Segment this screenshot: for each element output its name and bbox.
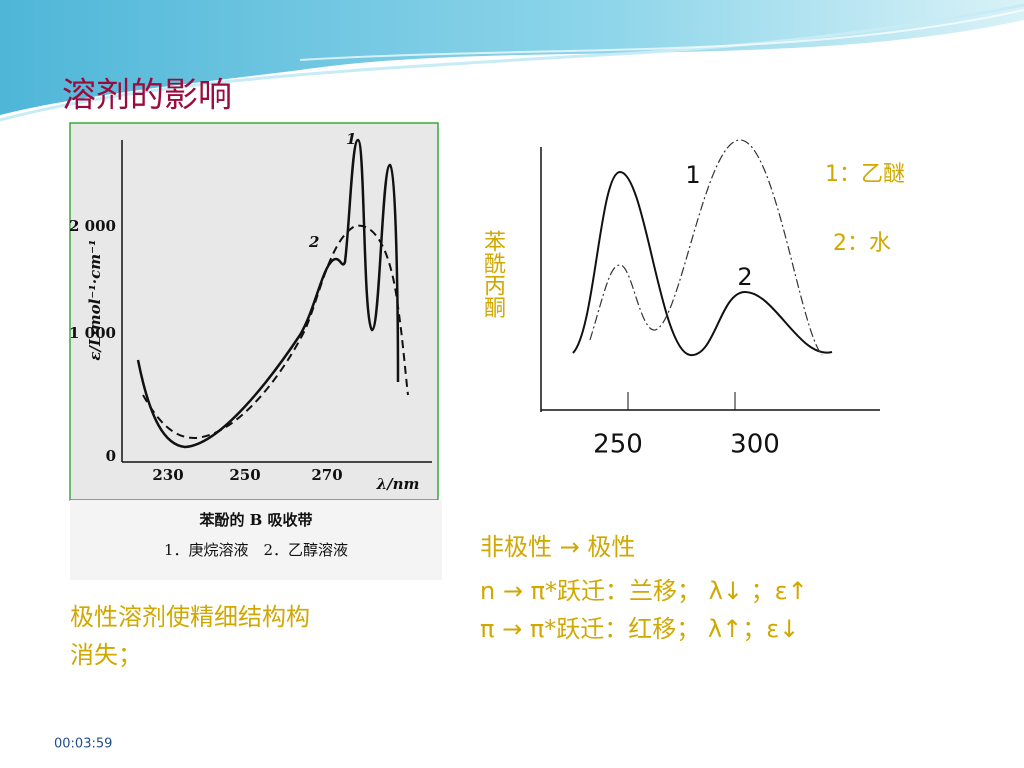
caption-box (70, 500, 442, 580)
slide-title: 溶剂的影响 (62, 76, 232, 116)
figure-frame (69, 122, 439, 501)
left-note: 极性溶剂使精细结构构 (70, 603, 310, 631)
x-tick-label: 250 (229, 466, 260, 484)
note-line: 非极性 → 极性 (480, 533, 635, 561)
legend-entry: 2：水 (833, 231, 891, 256)
curve-heptane (136, 138, 400, 449)
y-axis-label: ε/L·mol⁻¹·cm⁻¹ (86, 239, 104, 360)
note-line: n → π*跃迁：兰移； λ↓ ；ε↑ (480, 577, 808, 605)
curve-ethanol (142, 224, 409, 440)
y-axis-label: 苯酰丙酮 (480, 230, 506, 318)
curve-ether (572, 170, 833, 357)
x-tick-label: 300 (730, 430, 780, 460)
curve-label: 1 (346, 130, 356, 148)
y-tick-label: 2 000 (69, 217, 116, 235)
header-wave-light (0, 3, 1024, 122)
header-wave (0, 0, 1024, 115)
x-tick-label: 230 (152, 466, 183, 484)
x-tick-label: 250 (593, 430, 643, 460)
curve-water (589, 139, 823, 356)
caption: 1．庚烷溶液 2．乙醇溶液 (164, 541, 348, 559)
curve-label: 1 (685, 161, 700, 189)
y-tick-label: 0 (106, 447, 116, 465)
y-tick-label: 1 000 (69, 324, 116, 342)
header-wave-line (299, 9, 1024, 61)
x-axis-label: λ/nm (376, 475, 420, 493)
caption: 苯酚的 B 吸收带 (198, 511, 312, 529)
left-note: 消失； (70, 641, 142, 669)
legend-entry: 1：乙醚 (825, 162, 905, 187)
note-line: π → π*跃迁：红移； λ↑；ε↓ (480, 615, 799, 643)
timestamp: 00:03:59 (54, 737, 112, 752)
curve-label: 2 (308, 233, 319, 251)
x-tick-label: 270 (311, 466, 342, 484)
curve-label: 2 (737, 263, 752, 291)
